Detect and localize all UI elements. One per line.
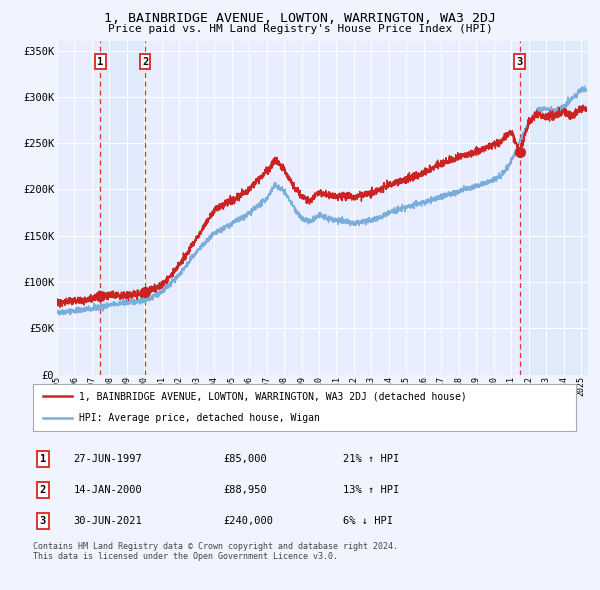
Text: 1, BAINBRIDGE AVENUE, LOWTON, WARRINGTON, WA3 2DJ: 1, BAINBRIDGE AVENUE, LOWTON, WARRINGTON… <box>104 12 496 25</box>
Text: £88,950: £88,950 <box>223 485 267 495</box>
Text: 3: 3 <box>517 57 523 67</box>
Text: HPI: Average price, detached house, Wigan: HPI: Average price, detached house, Wiga… <box>79 413 320 423</box>
Bar <box>100 41 145 375</box>
Bar <box>520 41 590 375</box>
Text: 27-JUN-1997: 27-JUN-1997 <box>74 454 142 464</box>
Text: 30-JUN-2021: 30-JUN-2021 <box>74 516 142 526</box>
Text: 1, BAINBRIDGE AVENUE, LOWTON, WARRINGTON, WA3 2DJ (detached house): 1, BAINBRIDGE AVENUE, LOWTON, WARRINGTON… <box>79 391 467 401</box>
Text: £240,000: £240,000 <box>223 516 273 526</box>
Text: 21% ↑ HPI: 21% ↑ HPI <box>343 454 399 464</box>
Text: £85,000: £85,000 <box>223 454 267 464</box>
Text: 2: 2 <box>40 485 46 495</box>
Text: 1: 1 <box>40 454 46 464</box>
Text: 6% ↓ HPI: 6% ↓ HPI <box>343 516 392 526</box>
Text: 1: 1 <box>97 57 104 67</box>
Text: 13% ↑ HPI: 13% ↑ HPI <box>343 485 399 495</box>
Text: 14-JAN-2000: 14-JAN-2000 <box>74 485 142 495</box>
Text: Contains HM Land Registry data © Crown copyright and database right 2024.
This d: Contains HM Land Registry data © Crown c… <box>33 542 398 561</box>
Text: Price paid vs. HM Land Registry's House Price Index (HPI): Price paid vs. HM Land Registry's House … <box>107 24 493 34</box>
Text: 3: 3 <box>40 516 46 526</box>
Text: 2: 2 <box>142 57 148 67</box>
